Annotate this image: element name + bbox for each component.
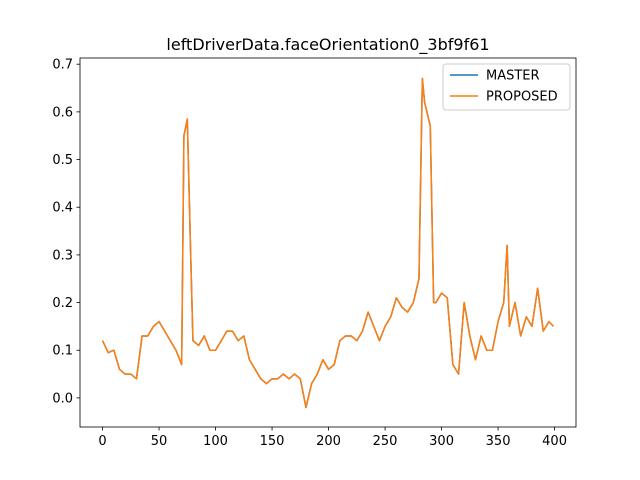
y-tick-label: 0.5 bbox=[52, 153, 73, 168]
line-series bbox=[101, 77, 554, 409]
y-tick-label: 0.7 bbox=[52, 58, 73, 73]
axes-frame bbox=[79, 57, 577, 428]
x-tick-label: 400 bbox=[542, 434, 567, 449]
legend-label: MASTER bbox=[486, 69, 540, 84]
x-tick-label: 150 bbox=[260, 434, 285, 449]
legend-label: PROPOSED bbox=[486, 90, 558, 105]
y-tick-label: 0.2 bbox=[52, 296, 73, 311]
x-tick-label: 50 bbox=[151, 434, 168, 449]
legend: MASTER PROPOSED bbox=[442, 63, 571, 111]
y-tick-label: 0.0 bbox=[52, 391, 73, 406]
x-tick-label: 300 bbox=[429, 434, 454, 449]
y-tick-label: 0.6 bbox=[52, 105, 73, 120]
x-tick-label: 100 bbox=[203, 434, 228, 449]
line-series bbox=[101, 77, 554, 409]
x-tick-label: 350 bbox=[486, 434, 511, 449]
x-tick-label: 200 bbox=[316, 434, 341, 449]
x-tick-label: 250 bbox=[373, 434, 398, 449]
y-tick-label: 0.1 bbox=[52, 344, 73, 359]
chart-title: leftDriverData.faceOrientation0_3bf9f61 bbox=[166, 35, 489, 55]
x-tick-label: 0 bbox=[98, 434, 106, 449]
y-tick-label: 0.3 bbox=[52, 248, 73, 263]
y-tick-label: 0.4 bbox=[52, 201, 73, 216]
